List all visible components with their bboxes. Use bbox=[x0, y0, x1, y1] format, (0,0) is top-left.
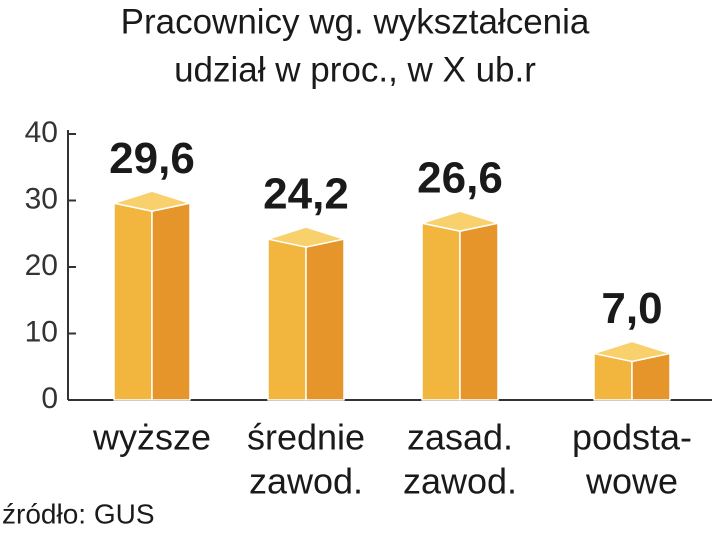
x-tick-label: zawod. bbox=[403, 461, 517, 502]
bar-side bbox=[459, 222, 499, 401]
x-tick-label: zasad. bbox=[407, 417, 513, 458]
x-tick-label: podsta- bbox=[572, 417, 692, 458]
x-tick-label: wyższe bbox=[92, 417, 211, 458]
y-tick-label: 20 bbox=[25, 249, 58, 282]
bar-side bbox=[151, 202, 191, 401]
source: źródło: GUS bbox=[2, 498, 155, 529]
value-label: 7,0 bbox=[601, 284, 662, 333]
chart-title: Pracownicy wg. wykształcenia bbox=[121, 2, 590, 41]
value-label: 29,6 bbox=[109, 134, 195, 183]
bar-top bbox=[421, 210, 499, 232]
bar-front bbox=[267, 238, 307, 401]
chart-subtitle: udział w proc., w X ub.r bbox=[174, 50, 536, 89]
bar-top bbox=[267, 226, 345, 248]
bar-top bbox=[113, 190, 191, 212]
y-tick-label: 10 bbox=[25, 315, 58, 348]
x-tick-label: wowe bbox=[585, 461, 678, 502]
value-label: 26,6 bbox=[417, 154, 503, 203]
bar-top bbox=[593, 340, 671, 363]
y-tick-label: 40 bbox=[25, 116, 58, 149]
bar-side bbox=[305, 238, 345, 401]
value-label: 24,2 bbox=[263, 170, 349, 219]
y-tick-label: 30 bbox=[25, 182, 58, 215]
bar-front bbox=[113, 202, 153, 401]
x-tick-label: średnie bbox=[247, 417, 365, 458]
x-tick-label: zawod. bbox=[249, 461, 363, 502]
y-tick-label: 0 bbox=[41, 382, 58, 415]
bar-front bbox=[421, 222, 461, 401]
